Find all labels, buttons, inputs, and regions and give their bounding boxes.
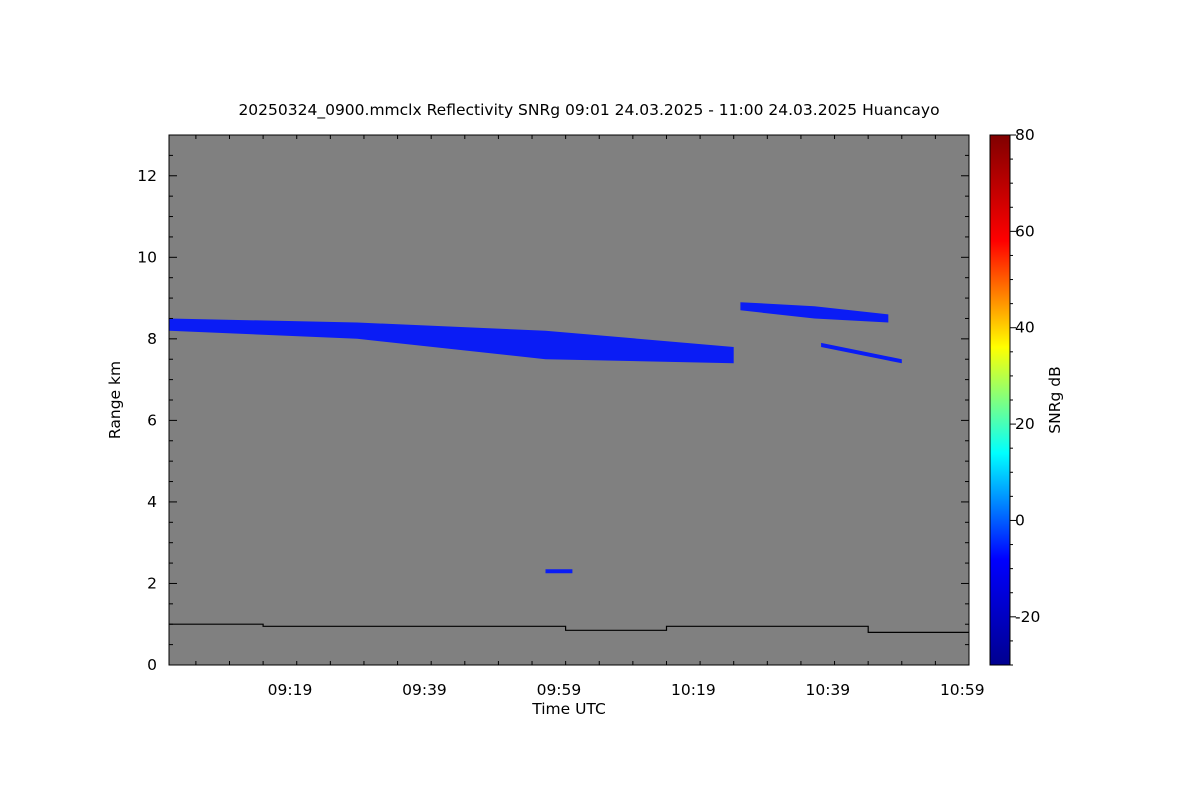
- echo-layer-1: [169, 318, 734, 364]
- chart-title: 20250324_0900.mmclx Reflectivity SNRg 09…: [238, 101, 939, 120]
- x-tick-label: 09:39: [402, 681, 447, 699]
- echo-layers: [169, 302, 902, 574]
- x-tick-label: 10:19: [671, 681, 716, 699]
- colorbar-tick-label: 0: [1015, 511, 1025, 529]
- colorbar-tick-label: 60: [1015, 222, 1035, 240]
- low-level-boundary-line: [169, 623, 969, 633]
- colorbar-label: SNRg dB: [1046, 366, 1064, 433]
- x-tick-label: 10:39: [805, 681, 850, 699]
- colorbar-tick-label: 80: [1015, 126, 1035, 144]
- x-tick-label: 09:19: [268, 681, 313, 699]
- echo-layer-3: [821, 342, 902, 364]
- echo-layer-4: [545, 569, 573, 574]
- y-tick-label: 12: [137, 167, 157, 185]
- x-axis: 09:19 09:39 09:59 10:19 10:39 10:59: [195, 135, 985, 699]
- y-axis-label: Range km: [106, 361, 124, 439]
- echo-layer-2: [740, 302, 889, 323]
- y-tick-label: 4: [147, 493, 157, 511]
- x-axis-label: Time UTC: [531, 700, 606, 718]
- y-tick-label: 6: [147, 411, 157, 429]
- y-axis: 0 2 4 6 8 10 12: [137, 134, 969, 674]
- y-tick-label: 8: [147, 330, 157, 348]
- y-tick-label: 2: [147, 574, 157, 592]
- x-tick-label: 10:59: [940, 681, 985, 699]
- plot-area: [169, 135, 969, 665]
- x-tick-label: 09:59: [537, 681, 582, 699]
- y-tick-label: 0: [147, 656, 157, 674]
- colorbar-tick-label: 20: [1015, 415, 1035, 433]
- colorbar-axis: -20 0 20 40 60 80: [1010, 126, 1040, 666]
- colorbar-tick-label: -20: [1015, 608, 1040, 626]
- y-tick-label: 10: [137, 248, 157, 266]
- colorbar-tick-label: 40: [1015, 319, 1035, 337]
- colorbar: [989, 134, 1011, 666]
